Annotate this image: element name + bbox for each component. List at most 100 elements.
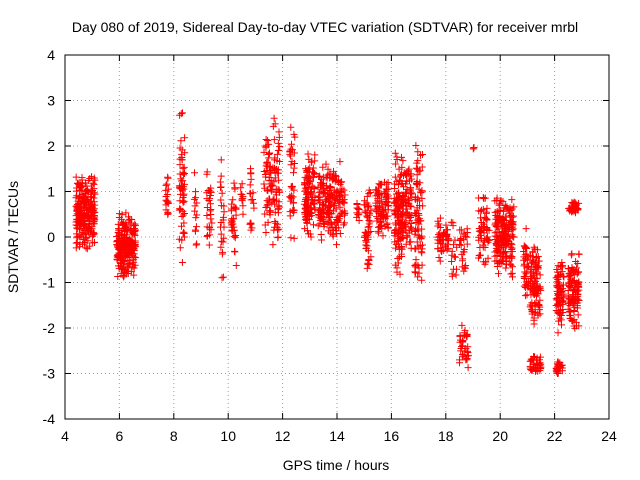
data-point <box>217 219 225 227</box>
data-point <box>123 224 131 232</box>
data-point <box>412 180 420 188</box>
data-point <box>452 271 460 279</box>
data-point <box>237 184 245 192</box>
data-point <box>375 229 383 237</box>
data-point <box>203 168 211 176</box>
data-point <box>573 304 581 312</box>
data-point <box>575 322 583 330</box>
data-point <box>414 148 422 156</box>
data-point <box>308 157 316 165</box>
data-point <box>554 262 562 270</box>
data-point <box>261 170 269 178</box>
y-tick-label: -1 <box>43 275 56 291</box>
data-point <box>203 195 211 203</box>
data-point <box>397 250 405 258</box>
data-point <box>289 199 297 207</box>
data-point <box>526 301 534 309</box>
data-point <box>116 245 124 253</box>
data-point <box>503 223 511 231</box>
data-point <box>84 214 92 222</box>
data-point <box>566 301 574 309</box>
y-tick-label: 4 <box>47 47 55 63</box>
data-point <box>365 203 373 211</box>
data-point <box>483 204 491 212</box>
data-point <box>456 338 464 346</box>
data-point <box>341 219 349 227</box>
data-point <box>274 209 282 217</box>
data-point <box>118 265 126 273</box>
data-point <box>90 238 98 246</box>
data-point <box>231 248 239 256</box>
data-point <box>463 228 471 236</box>
data-point <box>404 211 412 219</box>
data-point <box>399 234 407 242</box>
data-point <box>85 176 93 184</box>
data-point <box>176 144 184 152</box>
data-point <box>510 203 518 211</box>
data-point <box>216 223 224 231</box>
data-point <box>523 268 531 276</box>
data-point <box>521 255 529 263</box>
data-point <box>510 233 518 241</box>
data-point <box>73 184 81 192</box>
data-point <box>575 278 583 286</box>
data-point <box>494 240 502 248</box>
data-point <box>265 149 273 157</box>
data-point <box>311 192 319 200</box>
data-point <box>340 186 348 194</box>
data-point <box>499 250 507 258</box>
data-point <box>536 271 544 279</box>
data-point <box>230 179 238 187</box>
data-points <box>72 109 583 378</box>
data-point <box>191 169 199 177</box>
data-point <box>553 283 561 291</box>
data-point <box>72 173 80 181</box>
data-point <box>318 188 326 196</box>
data-point <box>269 196 277 204</box>
data-point <box>181 149 189 157</box>
data-point <box>271 174 279 182</box>
data-point <box>324 210 332 218</box>
data-point <box>178 258 186 266</box>
x-tick-label: 10 <box>220 428 236 444</box>
data-point <box>246 181 254 189</box>
data-point <box>436 257 444 265</box>
data-point <box>374 195 382 203</box>
data-point <box>391 173 399 181</box>
data-point <box>193 199 201 207</box>
data-point <box>378 221 386 229</box>
data-point <box>464 364 472 372</box>
data-point <box>305 216 313 224</box>
data-point <box>113 241 121 249</box>
data-point <box>274 166 282 174</box>
data-point <box>120 238 128 246</box>
data-point <box>418 187 426 195</box>
data-point <box>320 217 328 225</box>
data-point <box>126 239 134 247</box>
data-point <box>414 273 422 281</box>
data-point <box>75 212 83 220</box>
data-point <box>85 206 93 214</box>
data-point <box>231 184 239 192</box>
data-point <box>571 280 579 288</box>
data-point <box>398 192 406 200</box>
data-point <box>506 216 514 224</box>
data-point <box>303 185 311 193</box>
data-point <box>392 160 400 168</box>
data-point <box>289 169 297 177</box>
data-point <box>407 238 415 246</box>
data-point <box>72 221 80 229</box>
data-point <box>114 251 122 259</box>
data-point <box>205 223 213 231</box>
data-point <box>303 167 311 175</box>
data-point <box>364 223 372 231</box>
data-point <box>568 291 576 299</box>
x-tick-label: 24 <box>601 428 617 444</box>
data-point <box>530 363 538 371</box>
data-point <box>317 214 325 222</box>
data-point <box>574 260 582 268</box>
data-point <box>321 185 329 193</box>
data-point <box>413 238 421 246</box>
data-point <box>559 272 567 280</box>
data-point <box>484 254 492 262</box>
